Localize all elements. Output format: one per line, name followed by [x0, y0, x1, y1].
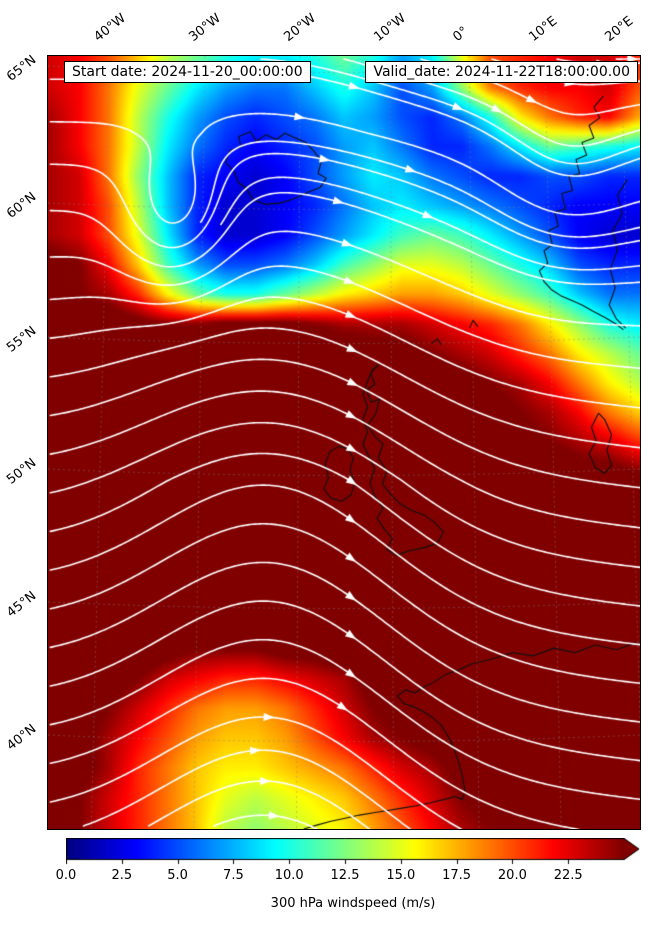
colorbar-tick-label: 10.0 [274, 868, 304, 883]
y-tick-label: 65°N [4, 52, 40, 85]
y-tick-label: 60°N [4, 189, 40, 222]
x-tick-label: 0° [450, 23, 472, 45]
x-tick-label: 20°E [602, 13, 637, 45]
map-plot: Start date: 2024-11-20_00:00:00 Valid_da… [47, 55, 641, 830]
x-axis: 40°W 30°W 20°W 10°W 0° 10°E 20°E [0, 0, 659, 55]
y-tick-label: 40°N [4, 721, 40, 754]
colorbar-tick-label: 2.5 [111, 868, 133, 883]
colorbar-tick-label: 15.0 [386, 868, 416, 883]
x-tick-label: 40°W [91, 10, 129, 45]
windspeed-field-canvas [48, 56, 640, 829]
valid-date-label: Valid_date: 2024-11-22T18:00:00.00 [365, 61, 638, 83]
colorbar-canvas [66, 838, 640, 865]
colorbar-tick-label: 17.5 [442, 868, 472, 883]
colorbar-tick-label: 20.0 [497, 868, 527, 883]
y-axis: 65°N 60°N 55°N 50°N 45°N 40°N [0, 0, 47, 828]
x-tick-label: 10°W [371, 10, 409, 45]
colorbar-tick-label: 22.5 [553, 868, 583, 883]
x-tick-label: 10°E [526, 13, 561, 45]
colorbar-label: 300 hPa windspeed (m/s) [270, 896, 436, 911]
colorbar: 0.0 2.5 5.0 7.5 10.0 12.5 15.0 17.5 20.0 22.5 [56, 838, 640, 886]
colorbar-ticks: 0.0 2.5 5.0 7.5 10.0 12.5 15.0 17.5 20.0 22.5 [56, 838, 640, 886]
y-tick-label: 55°N [4, 323, 40, 356]
start-date-label: Start date: 2024-11-20_00:00:00 [64, 61, 311, 83]
x-tick-label: 20°W [281, 10, 319, 45]
colorbar-tick-label: 0.0 [55, 868, 77, 883]
colorbar-tick-label: 7.5 [223, 868, 244, 883]
colorbar-tick-label: 5.0 [167, 868, 188, 883]
x-tick-label: 30°W [186, 10, 224, 45]
y-tick-label: 50°N [4, 455, 40, 488]
colorbar-tick-label: 12.5 [330, 868, 360, 883]
y-tick-label: 45°N [4, 588, 40, 621]
